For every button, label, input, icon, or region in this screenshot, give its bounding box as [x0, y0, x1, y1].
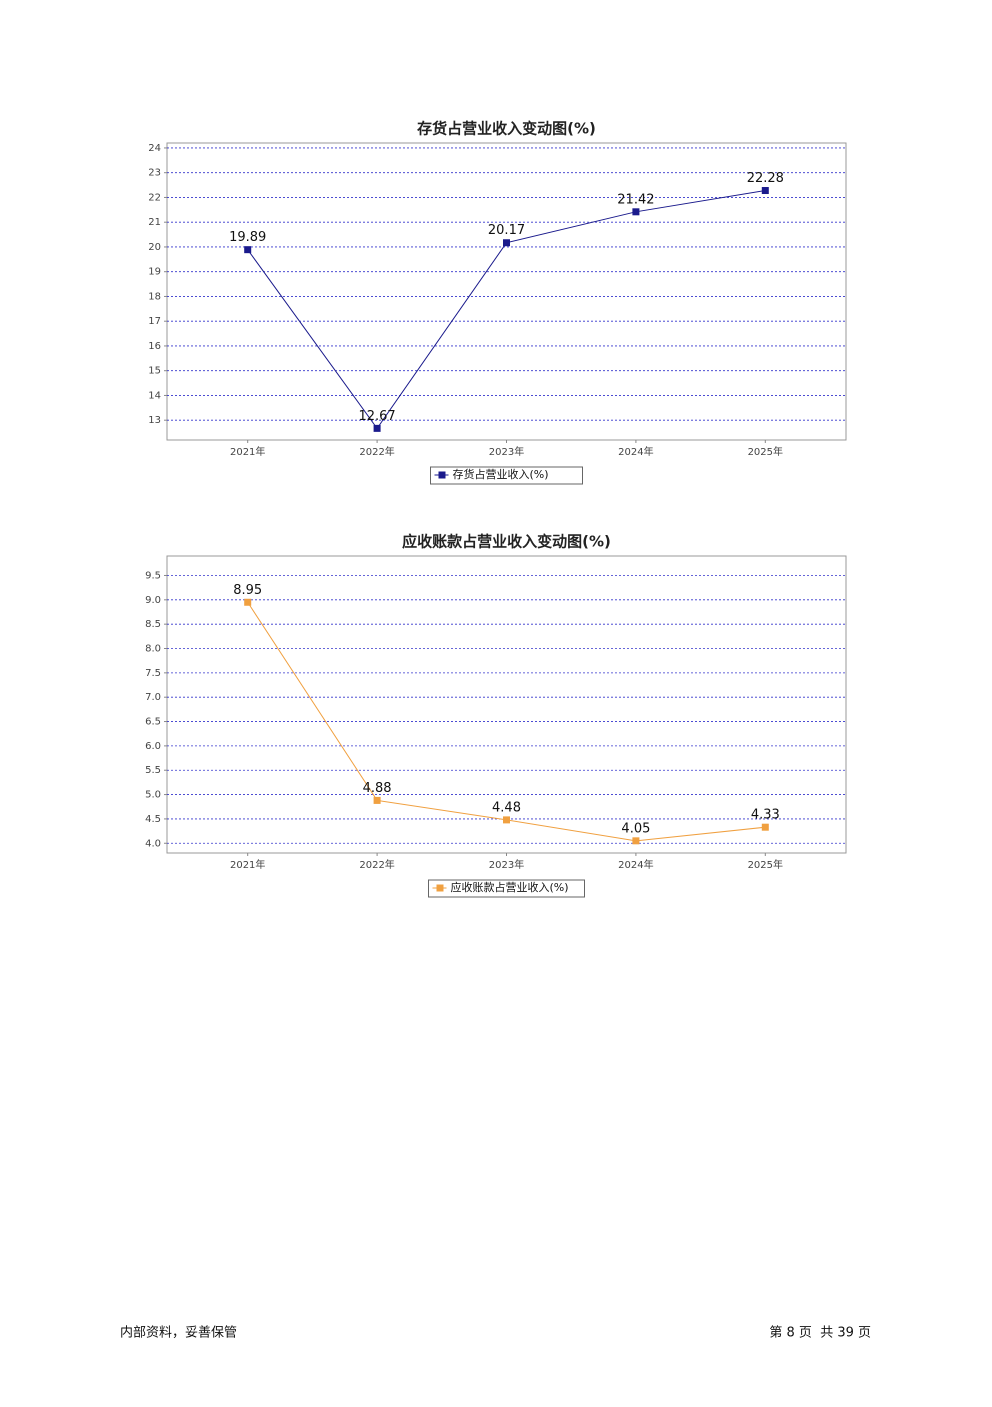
- point: [244, 246, 252, 254]
- data-label: 20.17: [488, 223, 525, 238]
- data-label: 4.88: [363, 781, 392, 796]
- x-tick-label: 2024年: [618, 858, 653, 871]
- y-tick-label: 20: [148, 242, 161, 253]
- data-label: 8.95: [233, 583, 262, 598]
- legend-label: 存货占营业收入(%): [453, 467, 549, 481]
- x-tick-label: 2023年: [489, 858, 524, 871]
- legend-label: 应收账款占营业收入(%): [451, 880, 569, 894]
- data-label: 22.28: [747, 171, 784, 186]
- y-tick-label: 16: [148, 341, 161, 352]
- y-tick-label: 9.0: [145, 595, 161, 606]
- data-label: 4.48: [492, 800, 521, 815]
- point: [503, 816, 510, 824]
- data-label: 21.42: [617, 192, 654, 207]
- x-tick-label: 2024年: [618, 445, 653, 458]
- data-label: 4.33: [751, 808, 780, 823]
- y-tick-label: 13: [148, 415, 161, 426]
- y-tick-label: 24: [148, 143, 161, 154]
- y-tick-label: 22: [148, 192, 161, 203]
- x-tick-label: 2025年: [748, 445, 783, 458]
- legend-marker: [436, 884, 444, 892]
- point: [632, 837, 640, 845]
- point: [503, 239, 510, 247]
- footer-left: 内部资料，妥善保管: [120, 1325, 237, 1341]
- legend-box: [430, 466, 583, 485]
- y-tick-label: 9.5: [145, 570, 161, 581]
- y-tick-label: 17: [148, 316, 161, 327]
- y-tick-label: 15: [148, 366, 161, 377]
- y-tick-label: 5.0: [145, 790, 161, 801]
- x-tick-label: 2025年: [748, 858, 783, 871]
- point: [373, 424, 381, 432]
- y-tick-label: 8.0: [145, 644, 161, 655]
- y-tick-label: 6.5: [145, 717, 161, 728]
- y-tick-label: 21: [148, 217, 161, 228]
- y-tick-label: 4.0: [145, 838, 161, 849]
- chart-title: 应收账款占营业收入变动图(%): [402, 533, 611, 551]
- y-tick-label: 8.5: [145, 619, 161, 630]
- y-tick-label: 14: [148, 390, 161, 401]
- x-tick-label: 2022年: [359, 445, 394, 458]
- x-tick-label: 2022年: [359, 858, 394, 871]
- point: [632, 208, 640, 216]
- y-tick-label: 4.5: [145, 814, 161, 825]
- y-tick-label: 23: [148, 168, 161, 179]
- x-tick-label: 2023年: [489, 445, 524, 458]
- y-tick-label: 7.0: [145, 692, 161, 703]
- footer-right: 第 8 页 共 39 页: [769, 1326, 871, 1341]
- plot-area: [166, 555, 847, 854]
- y-tick-label: 7.5: [145, 668, 161, 679]
- legend-marker: [438, 471, 446, 479]
- data-label: 19.89: [229, 230, 266, 245]
- plot-area: [166, 142, 847, 441]
- y-tick-label: 5.5: [145, 765, 161, 776]
- y-tick-label: 19: [148, 267, 161, 278]
- x-tick-label: 2021年: [230, 858, 265, 871]
- point: [373, 796, 381, 804]
- point: [244, 598, 252, 606]
- data-label: 4.05: [621, 821, 650, 836]
- x-tick-label: 2021年: [230, 445, 265, 458]
- point: [761, 823, 769, 831]
- legend-box: [428, 879, 585, 898]
- chart-title: 存货占营业收入变动图(%): [417, 120, 596, 138]
- y-tick-label: 18: [148, 291, 161, 302]
- data-label: 12.67: [358, 409, 395, 424]
- point: [761, 187, 769, 195]
- y-tick-label: 6.0: [145, 741, 161, 752]
